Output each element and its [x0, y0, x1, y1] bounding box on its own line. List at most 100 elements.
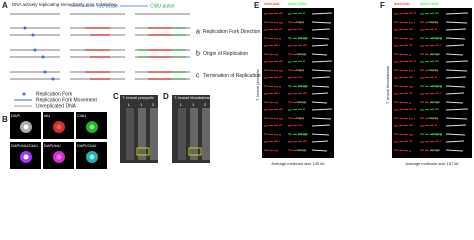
legend-text: Unreplicated DNA	[36, 103, 77, 109]
nucleus-core	[89, 154, 95, 160]
fiber	[311, 60, 333, 63]
fiber	[311, 92, 329, 95]
replication-fork	[23, 26, 27, 30]
fiber	[287, 60, 306, 63]
channel-label: DAPI/IdU	[44, 143, 61, 148]
nucleus-core	[23, 124, 29, 130]
replication-fork	[33, 48, 37, 52]
fiber	[287, 101, 307, 104]
fiber	[445, 44, 465, 47]
fiber	[263, 12, 285, 15]
fiber	[287, 44, 308, 47]
fiber	[419, 28, 438, 31]
column-header: Anti-DNA	[312, 1, 330, 6]
fiber	[393, 149, 412, 152]
gel-title: T. brucei procyclic	[122, 95, 154, 100]
lane	[202, 108, 210, 160]
fiber	[445, 85, 466, 88]
fiber	[445, 149, 464, 152]
fiber	[311, 37, 330, 40]
fiber	[445, 12, 469, 15]
lane-label: 2	[204, 102, 207, 107]
fiber	[445, 117, 468, 120]
intro-text: DNA actively replicating immediately pri…	[12, 2, 117, 7]
fiber	[419, 21, 439, 24]
footer: Average molecule size 145 kb	[271, 161, 325, 166]
nucleus-core	[89, 124, 95, 130]
fiber	[419, 140, 442, 143]
fiber	[445, 124, 467, 127]
legend-text: Replication Fork	[36, 91, 73, 97]
column-header: Anti-DNA	[446, 1, 464, 6]
fiber	[445, 133, 466, 136]
panel-label: C	[113, 92, 119, 101]
fiber	[263, 44, 281, 47]
fiber	[445, 60, 469, 63]
lane	[178, 108, 186, 160]
side-label: T. brucei bloodstream	[385, 65, 390, 104]
fiber	[445, 101, 464, 104]
fiber	[263, 76, 283, 79]
fiber	[287, 37, 309, 40]
fiber	[393, 21, 416, 24]
fiber	[263, 28, 283, 31]
fiber	[311, 101, 328, 104]
fiber	[263, 140, 281, 143]
fiber	[419, 149, 441, 152]
fiber	[393, 60, 417, 63]
lane	[126, 108, 134, 160]
row-letter: a	[196, 28, 200, 35]
fiber	[419, 60, 440, 63]
schematic	[10, 13, 190, 81]
lane-label: L	[180, 102, 183, 107]
fiber	[393, 28, 415, 31]
fiber	[445, 37, 466, 40]
fiber	[263, 101, 280, 104]
fiber	[393, 12, 417, 15]
fiber	[287, 108, 306, 111]
fiber	[263, 53, 280, 56]
replication-fork	[31, 33, 35, 37]
fiber	[311, 44, 329, 47]
fiber	[287, 21, 305, 24]
fiber	[263, 85, 282, 88]
fiber	[263, 117, 284, 120]
fiber	[311, 76, 331, 79]
fiber	[311, 28, 331, 31]
lane	[150, 108, 158, 160]
lane-label: L	[128, 102, 131, 107]
fiber	[311, 69, 332, 72]
fiber	[445, 21, 468, 24]
fiber	[393, 76, 415, 79]
row-letter: b	[196, 50, 200, 57]
fiber	[393, 101, 412, 104]
fiber	[287, 124, 304, 127]
fiber	[419, 44, 442, 47]
fiber	[393, 69, 416, 72]
lane-label: 1	[140, 102, 143, 107]
fiber	[287, 140, 308, 143]
side-label: T. brucei procyclic	[255, 69, 260, 101]
fiber	[287, 76, 304, 79]
channel-label: CldU	[77, 113, 86, 118]
lane	[138, 108, 146, 160]
fiber	[287, 117, 305, 120]
fiber	[311, 85, 330, 88]
fiber	[393, 140, 413, 143]
fiber	[263, 149, 280, 152]
fiber	[393, 124, 415, 127]
cldu-pulse: CldU pulse	[150, 3, 175, 9]
fiber	[445, 28, 467, 31]
fiber	[287, 92, 308, 95]
fiber	[393, 53, 412, 56]
channel-label: DAPI/CldU	[77, 143, 96, 148]
fiber	[419, 12, 440, 15]
fiber	[311, 108, 333, 111]
fiber	[393, 108, 417, 111]
row-text: Origin of Replication	[203, 51, 248, 57]
fiber	[419, 69, 439, 72]
fiber	[311, 124, 331, 127]
gel-title: T. brucei bloodstream	[174, 95, 213, 100]
fiber	[445, 69, 468, 72]
highlight-box	[188, 147, 202, 156]
